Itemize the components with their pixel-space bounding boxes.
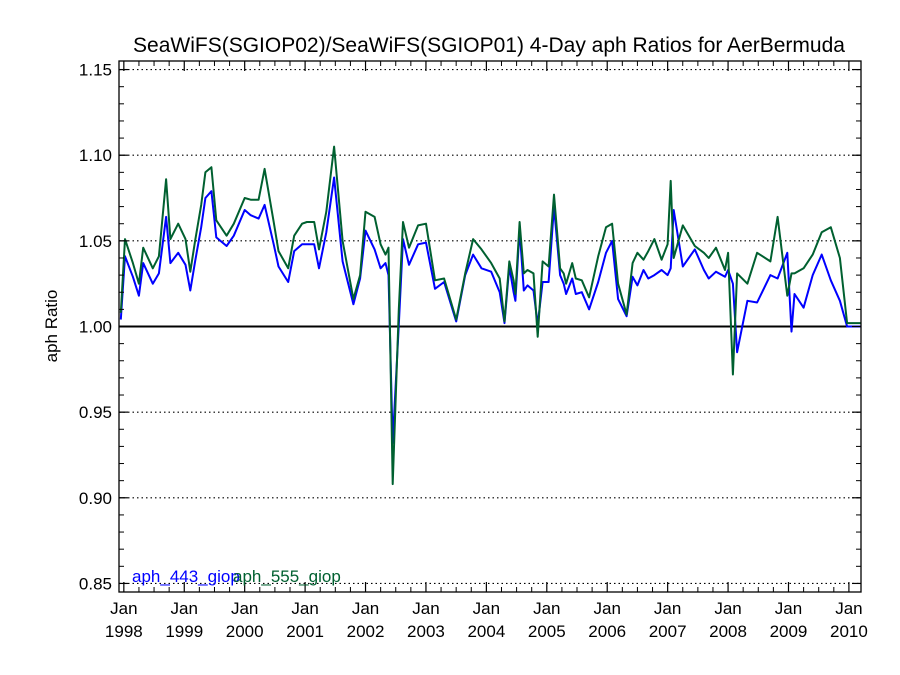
x-tick-month: Jan [654, 599, 681, 618]
x-tick-year: 1998 [105, 622, 143, 641]
x-tick-year: 2008 [709, 622, 747, 641]
y-tick-label: 0.95 [79, 403, 112, 422]
y-axis: 0.85 0.90 0.95 1.00 1.05 1.10 1.15 [79, 61, 861, 593]
x-tick-year: 2010 [830, 622, 868, 641]
legend-entry: aph_443_giop [132, 567, 240, 586]
x-tick-year: 2001 [286, 622, 324, 641]
x-tick-year: 2007 [649, 622, 687, 641]
x-tick-month: Jan [473, 599, 500, 618]
x-tick-year: 2003 [407, 622, 445, 641]
x-tick-month: Jan [110, 599, 137, 618]
x-tick-year: 1999 [165, 622, 203, 641]
y-tick-label: 0.85 [79, 574, 112, 593]
y-tick-label: 1.00 [79, 318, 112, 337]
series-line-aph_443_giop [119, 176, 861, 444]
x-tick-month: Jan [594, 599, 621, 618]
x-tick-month: Jan [291, 599, 318, 618]
x-tick-month: Jan [171, 599, 198, 618]
y-tick-label: 1.15 [79, 61, 112, 80]
x-tick-month: Jan [412, 599, 439, 618]
x-tick-month: Jan [835, 599, 862, 618]
x-tick-year: 2000 [226, 622, 264, 641]
chart-title: SeaWiFS(SGIOP02)/SeaWiFS(SGIOP01) 4-Day … [133, 34, 845, 57]
x-tick-month: Jan [352, 599, 379, 618]
x-axis: Jan 1998 Jan 1999 Jan 2000 Jan 2001 Jan 2002 Jan 20… [105, 61, 868, 641]
y-axis-label: aph Ratio [42, 290, 61, 363]
x-tick-month: Jan [231, 599, 258, 618]
legend-entry: aph_555_giop [233, 567, 341, 586]
x-tick-month: Jan [533, 599, 560, 618]
x-tick-month: Jan [775, 599, 802, 618]
x-tick-year: 2002 [347, 622, 385, 641]
y-tick-label: 1.10 [79, 146, 112, 165]
y-tick-label: 0.90 [79, 489, 112, 508]
series-lines [119, 145, 861, 486]
x-tick-year: 2009 [770, 622, 808, 641]
series-line-aph_555_giop [119, 145, 861, 486]
x-tick-year: 2005 [528, 622, 566, 641]
y-tick-label: 1.05 [79, 232, 112, 251]
x-tick-year: 2004 [467, 622, 505, 641]
x-tick-year: 2006 [588, 622, 626, 641]
x-tick-month: Jan [714, 599, 741, 618]
